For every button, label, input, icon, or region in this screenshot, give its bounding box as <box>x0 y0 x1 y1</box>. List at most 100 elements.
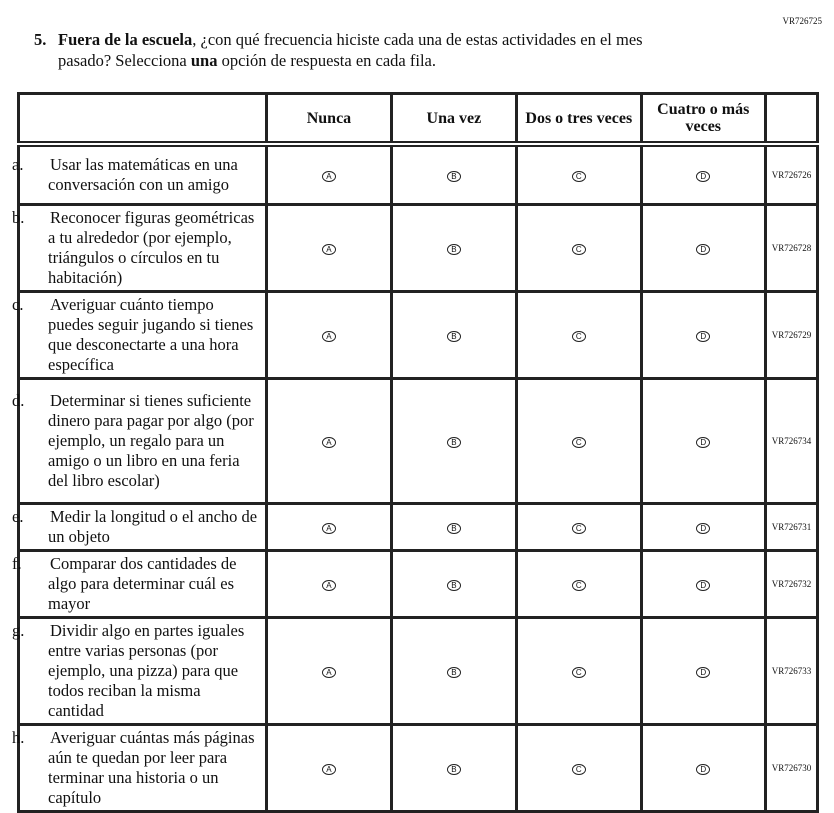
option-cell: D <box>639 722 768 813</box>
row-code: VR726729 <box>764 289 819 380</box>
table-row: a. Usar las matemáticas en una conversaci… <box>12 142 819 206</box>
option-cell: D <box>639 289 768 380</box>
row-letter: g. <box>12 620 25 640</box>
option-bubble-a[interactable]: A <box>321 170 336 182</box>
row-text: Determinar si tienes suficiente dinero p… <box>48 390 254 490</box>
question-text: 5. Fuera de la escuela, ¿con qué frecuenc… <box>34 29 754 71</box>
row-code: VR726731 <box>764 501 819 552</box>
option-bubble-d[interactable]: D <box>696 330 711 342</box>
option-bubble-c[interactable]: C <box>571 243 586 255</box>
table-row: f. Comparar dos cantidades de algo para d… <box>12 548 819 619</box>
option-cell: B <box>389 548 519 619</box>
row-text: Averiguar cuántas más páginas aún te que… <box>48 727 255 807</box>
option-cell: C <box>515 376 643 505</box>
row-code: VR726734 <box>764 376 819 505</box>
row-label: h. Averiguar cuántas más páginas aún te q… <box>12 722 269 813</box>
option-cell: C <box>515 142 643 206</box>
option-bubble-c[interactable]: C <box>571 522 586 534</box>
row-letter: e. <box>12 506 24 526</box>
question-number: 5. <box>34 30 47 49</box>
option-cell: D <box>639 548 768 619</box>
option-bubble-a[interactable]: A <box>321 666 336 678</box>
row-text: Dividir algo en partes iguales entre var… <box>48 620 245 720</box>
option-cell: B <box>389 202 519 293</box>
row-letter: a. <box>12 154 24 174</box>
option-bubble-b[interactable]: B <box>446 763 461 775</box>
row-text: Comparar dos cantidades de algo para det… <box>48 553 237 613</box>
option-cell: B <box>389 615 519 726</box>
row-text: Reconocer figuras geométricas a tu alred… <box>48 207 255 287</box>
row-label: a. Usar las matemáticas en una conversaci… <box>12 142 269 206</box>
item-code: VR726725 <box>782 16 822 26</box>
option-bubble-d[interactable]: D <box>696 243 711 255</box>
header-dos-tres: Dos o tres veces <box>515 92 643 146</box>
option-cell: B <box>389 376 519 505</box>
option-cell: D <box>639 376 768 505</box>
option-bubble-a[interactable]: A <box>321 243 336 255</box>
question-text-2c: opción de respuesta en cada fila. <box>217 51 436 70</box>
row-letter: f. <box>12 553 22 573</box>
option-bubble-b[interactable]: B <box>446 579 461 591</box>
header-nunca: Nunca <box>265 92 393 146</box>
row-letter: h. <box>12 727 25 747</box>
row-code: VR726728 <box>764 202 819 293</box>
option-bubble-b[interactable]: B <box>446 666 461 678</box>
option-bubble-d[interactable]: D <box>696 170 711 182</box>
option-cell: B <box>389 142 519 206</box>
option-cell: D <box>639 202 768 293</box>
option-bubble-b[interactable]: B <box>446 522 461 534</box>
option-cell: C <box>515 289 643 380</box>
option-bubble-c[interactable]: C <box>571 666 586 678</box>
option-bubble-c[interactable]: C <box>571 170 586 182</box>
option-bubble-d[interactable]: D <box>696 666 711 678</box>
option-cell: C <box>515 202 643 293</box>
response-grid: Nunca Una vez Dos o tres veces Cuatro o … <box>12 92 819 813</box>
table-row: c. Averiguar cuánto tiempo puedes seguir … <box>12 289 819 380</box>
option-cell: A <box>265 501 393 552</box>
option-bubble-d[interactable]: D <box>696 763 711 775</box>
row-letter: b. <box>12 207 25 227</box>
option-cell: A <box>265 615 393 726</box>
option-cell: A <box>265 722 393 813</box>
option-bubble-d[interactable]: D <box>696 522 711 534</box>
option-bubble-a[interactable]: A <box>321 436 336 448</box>
row-label: e. Medir la longitud o el ancho de un obj… <box>12 501 269 552</box>
option-bubble-c[interactable]: C <box>571 330 586 342</box>
table-row: b. Reconocer figuras geométricas a tu alr… <box>12 202 819 293</box>
row-label: f. Comparar dos cantidades de algo para d… <box>12 548 269 619</box>
table-row: d. Determinar si tienes suficiente dinero… <box>12 376 819 505</box>
option-bubble-c[interactable]: C <box>571 763 586 775</box>
row-code: VR726733 <box>764 615 819 726</box>
header-cuatro-mas: Cuatro o más veces <box>639 92 768 146</box>
option-cell: D <box>639 501 768 552</box>
option-bubble-c[interactable]: C <box>571 436 586 448</box>
option-bubble-a[interactable]: A <box>321 330 336 342</box>
option-bubble-b[interactable]: B <box>446 436 461 448</box>
row-text: Medir la longitud o el ancho de un objet… <box>48 506 258 546</box>
option-bubble-a[interactable]: A <box>321 579 336 591</box>
header-una-vez: Una vez <box>389 92 519 146</box>
option-cell: A <box>265 548 393 619</box>
option-bubble-a[interactable]: A <box>321 522 336 534</box>
row-label: b. Reconocer figuras geométricas a tu alr… <box>12 202 269 293</box>
option-bubble-d[interactable]: D <box>696 436 711 448</box>
header-empty <box>16 92 269 146</box>
option-bubble-a[interactable]: A <box>321 763 336 775</box>
row-code: VR726732 <box>764 548 819 619</box>
option-bubble-b[interactable]: B <box>446 243 461 255</box>
table-row: g. Dividir algo en partes iguales entre v… <box>12 615 819 726</box>
option-cell: C <box>515 615 643 726</box>
option-bubble-b[interactable]: B <box>446 170 461 182</box>
row-code: VR726730 <box>764 722 819 813</box>
option-bubble-d[interactable]: D <box>696 579 711 591</box>
option-cell: B <box>389 722 519 813</box>
option-cell: D <box>639 615 768 726</box>
row-label: g. Dividir algo en partes iguales entre v… <box>12 615 269 726</box>
option-cell: A <box>265 202 393 293</box>
option-bubble-b[interactable]: B <box>446 330 461 342</box>
option-cell: A <box>265 142 393 206</box>
option-bubble-c[interactable]: C <box>571 579 586 591</box>
row-text: Usar las matemáticas en una conversación… <box>48 154 238 194</box>
question-lead: Fuera de la escuela <box>58 30 193 49</box>
option-cell: C <box>515 722 643 813</box>
